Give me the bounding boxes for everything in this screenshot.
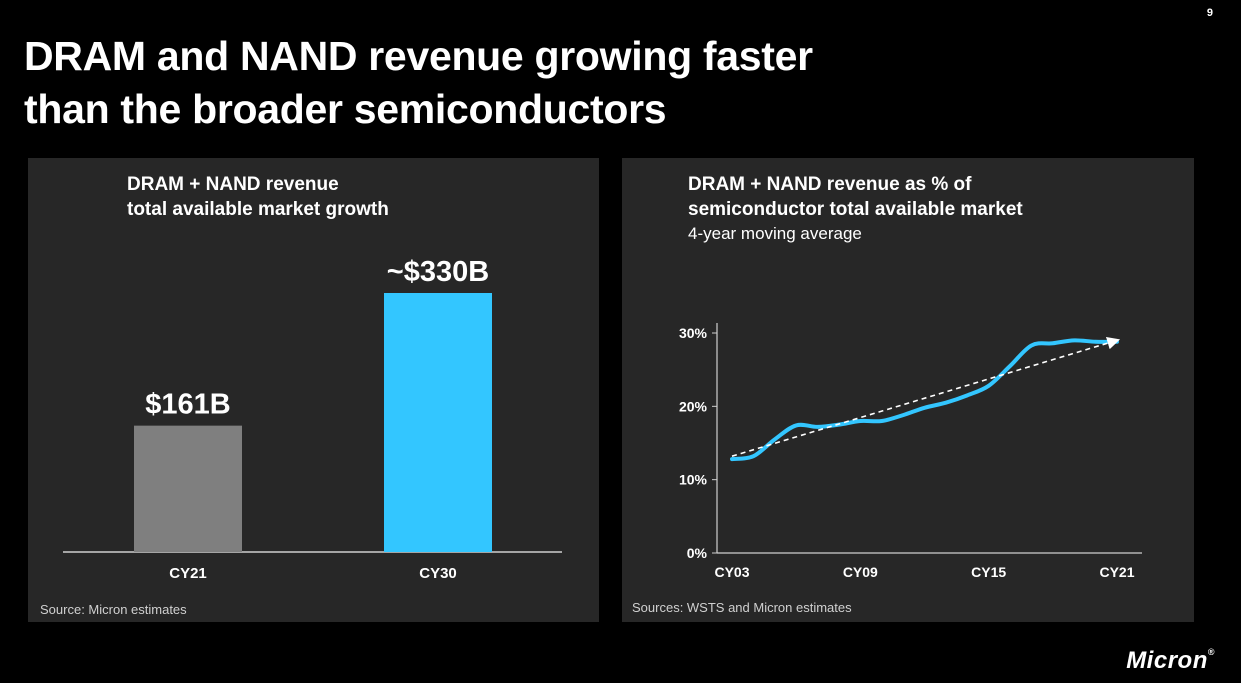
bar-chart-title-line-2: total available market growth [127, 199, 389, 220]
trend-arrow-line [731, 336, 1121, 457]
bar-chart-title-line-1: DRAM + NAND revenue [127, 174, 339, 195]
dram-nand-share-line [730, 338, 1119, 462]
bar-cy30 [384, 293, 492, 552]
micron-logo-text: Micron [1126, 647, 1208, 674]
bar-data-label-cy30: ~$330B [387, 256, 489, 288]
bar-data-label-cy21: $161B [145, 389, 230, 421]
x-tick-label-3: CY21 [1099, 564, 1134, 580]
bar-chart-panel: DRAM + NAND revenue total available mark… [28, 158, 599, 622]
micron-logo-mark: ® [1207, 647, 1215, 657]
bar-chart-source: Source: Micron estimates [40, 602, 187, 617]
bar-category-label-cy21: CY21 [169, 565, 207, 582]
y-tick-label-3: 30% [679, 325, 708, 341]
line-chart-source: Sources: WSTS and Micron estimates [632, 600, 852, 615]
bar-chart-title: DRAM + NAND revenue total available mark… [127, 172, 389, 222]
line-chart-title-line-1: DRAM + NAND revenue as % of [688, 174, 972, 195]
page-title: DRAM and NAND revenue growing faster tha… [24, 30, 1024, 136]
page-title-line-2: than the broader semiconductors [24, 86, 667, 132]
line-chart-title-line-2: semiconductor total available market [688, 199, 1023, 220]
line-chart: 0% 10% 20% 30% CY03 CY09 CY15 CY21 [679, 323, 1142, 580]
y-tick-label-2: 20% [679, 398, 708, 414]
x-tick-label-0: CY03 [714, 564, 749, 580]
bar-chart: $161B CY21 ~$330B CY30 [63, 256, 562, 582]
x-tick-label-2: CY15 [971, 564, 1006, 580]
bar-cy21 [134, 425, 242, 552]
line-chart-subtitle: 4-year moving average [688, 224, 862, 243]
page-title-line-1: DRAM and NAND revenue growing faster [24, 33, 813, 79]
micron-logo: Micron® [1126, 647, 1215, 675]
y-tick-label-1: 10% [679, 472, 708, 488]
line-chart-panel: DRAM + NAND revenue as % of semiconducto… [622, 158, 1194, 622]
y-tick-label-0: 0% [687, 545, 708, 561]
bar-category-label-cy30: CY30 [419, 565, 457, 582]
x-tick-label-1: CY09 [843, 564, 878, 580]
page-number: 9 [1206, 7, 1213, 19]
line-chart-title: DRAM + NAND revenue as % of semiconducto… [688, 172, 1023, 222]
